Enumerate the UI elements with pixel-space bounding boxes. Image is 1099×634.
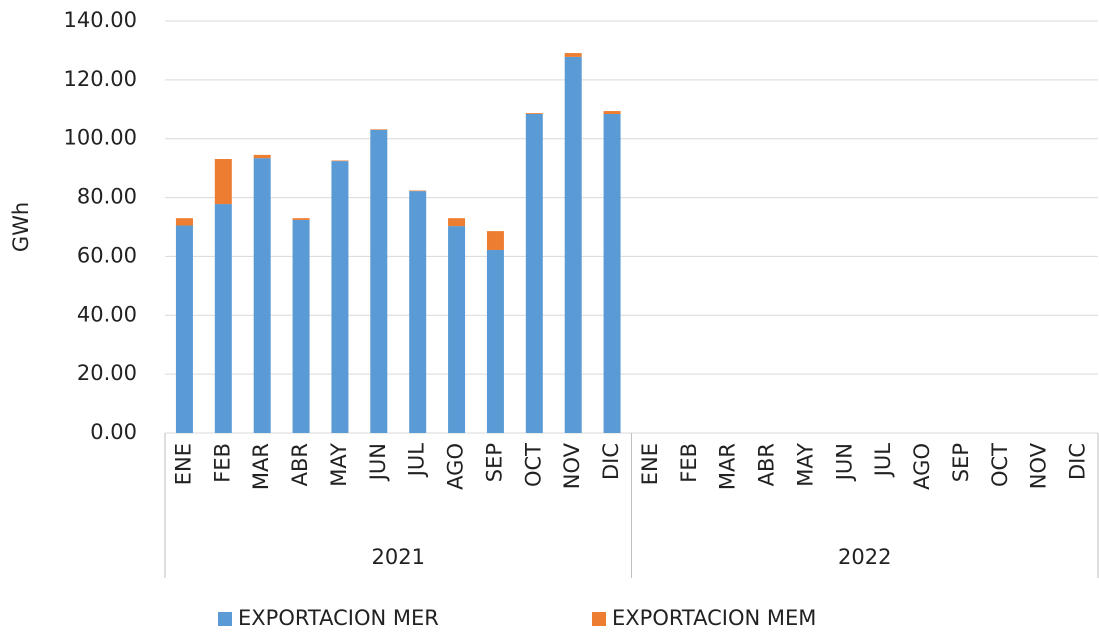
bar-segment bbox=[331, 160, 349, 162]
bar-segment bbox=[175, 218, 193, 226]
x-tick-label: OCT bbox=[988, 443, 1012, 487]
bar-segment bbox=[603, 113, 621, 433]
bar-segment bbox=[409, 190, 427, 192]
legend-label: EXPORTACION MEM bbox=[612, 606, 816, 630]
x-tick-label: ABR bbox=[288, 443, 312, 486]
bar-segment bbox=[214, 159, 232, 205]
bar-segment bbox=[292, 218, 310, 220]
x-tick-label: DIC bbox=[599, 443, 623, 480]
x-tick-label: AGO bbox=[910, 443, 934, 490]
x-tick-label: NOV bbox=[560, 442, 584, 489]
x-tick-label: JUN bbox=[832, 443, 856, 482]
x-tick-label: JUL bbox=[405, 443, 429, 479]
bar-segment bbox=[448, 218, 466, 227]
group-label: 2022 bbox=[838, 545, 891, 569]
x-tick-label: OCT bbox=[521, 443, 545, 487]
group-label: 2021 bbox=[372, 545, 425, 569]
bar-segment bbox=[214, 204, 232, 433]
y-tick-label: 120.00 bbox=[64, 67, 137, 91]
bar-segment bbox=[370, 129, 388, 433]
x-tick-label: FEB bbox=[677, 443, 701, 483]
x-tick-label: JUL bbox=[871, 443, 895, 479]
x-tick-label: MAR bbox=[716, 443, 740, 490]
y-tick-label: 80.00 bbox=[77, 185, 137, 209]
x-tick-label: ABR bbox=[755, 443, 779, 486]
bar-segment bbox=[564, 53, 582, 57]
bar-segment bbox=[486, 249, 504, 433]
x-tick-label: ENE bbox=[638, 443, 662, 485]
x-tick-label: JUN bbox=[366, 443, 390, 482]
x-tick-label: ENE bbox=[171, 443, 195, 485]
x-tick-label: SEP bbox=[949, 443, 973, 482]
y-tick-label: 140.00 bbox=[64, 8, 137, 32]
bar-segment bbox=[525, 113, 543, 114]
legend-swatch bbox=[592, 612, 606, 626]
bar-segment bbox=[175, 225, 193, 433]
bar-segment bbox=[603, 111, 621, 114]
y-tick-label: 60.00 bbox=[77, 243, 137, 267]
x-tick-label: AGO bbox=[444, 443, 468, 490]
bar-segment bbox=[486, 231, 504, 250]
y-tick-label: 100.00 bbox=[64, 126, 137, 150]
bar-segment bbox=[409, 191, 427, 433]
x-tick-label: MAR bbox=[249, 443, 273, 490]
x-tick-label: FEB bbox=[210, 443, 234, 483]
bar-segment bbox=[253, 154, 271, 159]
bar-segment bbox=[331, 161, 349, 433]
bar-segment bbox=[525, 113, 543, 433]
x-tick-label: MAY bbox=[327, 443, 351, 487]
x-tick-label: SEP bbox=[482, 443, 506, 482]
y-tick-label: 40.00 bbox=[77, 302, 137, 326]
bar-segment bbox=[564, 56, 582, 433]
x-tick-label: MAY bbox=[793, 443, 817, 487]
x-tick-label: NOV bbox=[1027, 442, 1051, 489]
bar-segment bbox=[370, 129, 388, 130]
bar-segment bbox=[253, 158, 271, 433]
y-tick-label: 0.00 bbox=[90, 420, 137, 444]
bar-segment bbox=[448, 226, 466, 433]
legend-swatch bbox=[218, 612, 232, 626]
x-tick-label: DIC bbox=[1066, 443, 1090, 480]
bar-segment bbox=[292, 219, 310, 433]
legend-label: EXPORTACION MER bbox=[238, 606, 439, 630]
y-axis-title: GWh bbox=[9, 202, 33, 252]
y-tick-label: 20.00 bbox=[77, 361, 137, 385]
